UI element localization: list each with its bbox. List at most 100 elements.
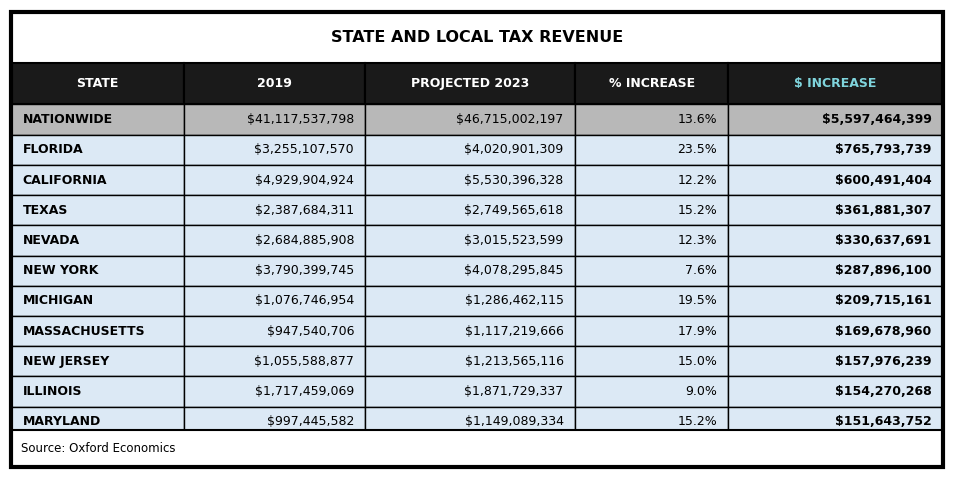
Bar xyxy=(574,256,728,286)
Text: 15.2%: 15.2% xyxy=(677,204,717,217)
Bar xyxy=(365,165,574,195)
Bar xyxy=(728,135,942,165)
Text: CALIFORNIA: CALIFORNIA xyxy=(23,174,107,187)
Bar xyxy=(11,63,184,104)
Text: $2,684,885,908: $2,684,885,908 xyxy=(254,234,354,247)
Bar xyxy=(11,165,184,195)
Bar xyxy=(574,135,728,165)
Bar xyxy=(11,135,184,165)
Bar xyxy=(365,286,574,316)
Bar xyxy=(728,63,942,104)
Text: $1,076,746,954: $1,076,746,954 xyxy=(254,295,354,308)
Bar xyxy=(11,407,184,437)
Bar xyxy=(184,316,365,346)
Text: $3,015,523,599: $3,015,523,599 xyxy=(464,234,563,247)
Text: FLORIDA: FLORIDA xyxy=(23,143,83,156)
Text: $46,715,002,197: $46,715,002,197 xyxy=(456,113,563,126)
Text: $600,491,404: $600,491,404 xyxy=(834,174,930,187)
Bar xyxy=(365,377,574,407)
Text: $3,790,399,745: $3,790,399,745 xyxy=(254,264,354,277)
Bar xyxy=(728,195,942,226)
Bar xyxy=(365,63,574,104)
Bar xyxy=(365,226,574,256)
Text: Source: Oxford Economics: Source: Oxford Economics xyxy=(21,442,175,455)
Text: $1,149,089,334: $1,149,089,334 xyxy=(464,416,563,428)
Text: MICHIGAN: MICHIGAN xyxy=(23,295,93,308)
Text: $5,597,464,399: $5,597,464,399 xyxy=(821,113,930,126)
Bar xyxy=(574,316,728,346)
Bar xyxy=(574,195,728,226)
Bar xyxy=(365,316,574,346)
Text: $151,643,752: $151,643,752 xyxy=(834,416,930,428)
Bar xyxy=(728,316,942,346)
Text: % INCREASE: % INCREASE xyxy=(608,77,694,90)
Bar xyxy=(574,407,728,437)
Text: $2,387,684,311: $2,387,684,311 xyxy=(254,204,354,217)
Text: MASSACHUSETTS: MASSACHUSETTS xyxy=(23,325,145,338)
Bar xyxy=(184,63,365,104)
Bar xyxy=(728,377,942,407)
Text: $287,896,100: $287,896,100 xyxy=(834,264,930,277)
Text: STATE AND LOCAL TAX REVENUE: STATE AND LOCAL TAX REVENUE xyxy=(331,30,622,45)
Bar xyxy=(574,346,728,377)
Bar xyxy=(728,165,942,195)
Bar xyxy=(574,165,728,195)
Bar xyxy=(11,286,184,316)
Bar xyxy=(184,195,365,226)
Bar xyxy=(184,165,365,195)
Text: NEVADA: NEVADA xyxy=(23,234,80,247)
Text: $361,881,307: $361,881,307 xyxy=(834,204,930,217)
Bar xyxy=(728,256,942,286)
Bar xyxy=(184,286,365,316)
Bar xyxy=(728,286,942,316)
Text: 17.9%: 17.9% xyxy=(677,325,717,338)
Text: 23.5%: 23.5% xyxy=(677,143,717,156)
Bar xyxy=(184,226,365,256)
Text: $1,286,462,115: $1,286,462,115 xyxy=(464,295,563,308)
Text: NATIONWIDE: NATIONWIDE xyxy=(23,113,112,126)
Text: $4,078,295,845: $4,078,295,845 xyxy=(463,264,563,277)
Bar xyxy=(11,12,942,63)
Bar xyxy=(11,377,184,407)
Text: $330,637,691: $330,637,691 xyxy=(834,234,930,247)
Text: NEW YORK: NEW YORK xyxy=(23,264,98,277)
Bar xyxy=(365,407,574,437)
Bar xyxy=(11,195,184,226)
Text: $1,717,459,069: $1,717,459,069 xyxy=(254,385,354,398)
Bar xyxy=(365,256,574,286)
Bar xyxy=(184,135,365,165)
Text: $3,255,107,570: $3,255,107,570 xyxy=(254,143,354,156)
Bar xyxy=(574,63,728,104)
Text: $1,871,729,337: $1,871,729,337 xyxy=(464,385,563,398)
Text: $947,540,706: $947,540,706 xyxy=(266,325,354,338)
Text: ILLINOIS: ILLINOIS xyxy=(23,385,82,398)
Bar xyxy=(574,377,728,407)
Bar xyxy=(365,104,574,135)
Text: 7.6%: 7.6% xyxy=(684,264,717,277)
Bar xyxy=(728,104,942,135)
Text: 15.2%: 15.2% xyxy=(677,416,717,428)
Text: 2019: 2019 xyxy=(256,77,292,90)
Text: $5,530,396,328: $5,530,396,328 xyxy=(464,174,563,187)
Text: NEW JERSEY: NEW JERSEY xyxy=(23,355,109,368)
Text: $169,678,960: $169,678,960 xyxy=(834,325,930,338)
Text: $765,793,739: $765,793,739 xyxy=(834,143,930,156)
Text: $1,213,565,116: $1,213,565,116 xyxy=(464,355,563,368)
Text: $154,270,268: $154,270,268 xyxy=(834,385,930,398)
Text: 9.0%: 9.0% xyxy=(684,385,717,398)
Text: MARYLAND: MARYLAND xyxy=(23,416,101,428)
Text: 12.2%: 12.2% xyxy=(677,174,717,187)
Bar xyxy=(365,195,574,226)
Text: $4,929,904,924: $4,929,904,924 xyxy=(255,174,354,187)
Bar xyxy=(574,104,728,135)
Text: TEXAS: TEXAS xyxy=(23,204,68,217)
Bar xyxy=(11,346,184,377)
Bar xyxy=(11,104,184,135)
Text: $997,445,582: $997,445,582 xyxy=(267,416,354,428)
Text: $4,020,901,309: $4,020,901,309 xyxy=(464,143,563,156)
Bar xyxy=(11,316,184,346)
Bar xyxy=(574,226,728,256)
Text: $ INCREASE: $ INCREASE xyxy=(794,77,876,90)
Bar xyxy=(728,346,942,377)
Text: PROJECTED 2023: PROJECTED 2023 xyxy=(411,77,529,90)
